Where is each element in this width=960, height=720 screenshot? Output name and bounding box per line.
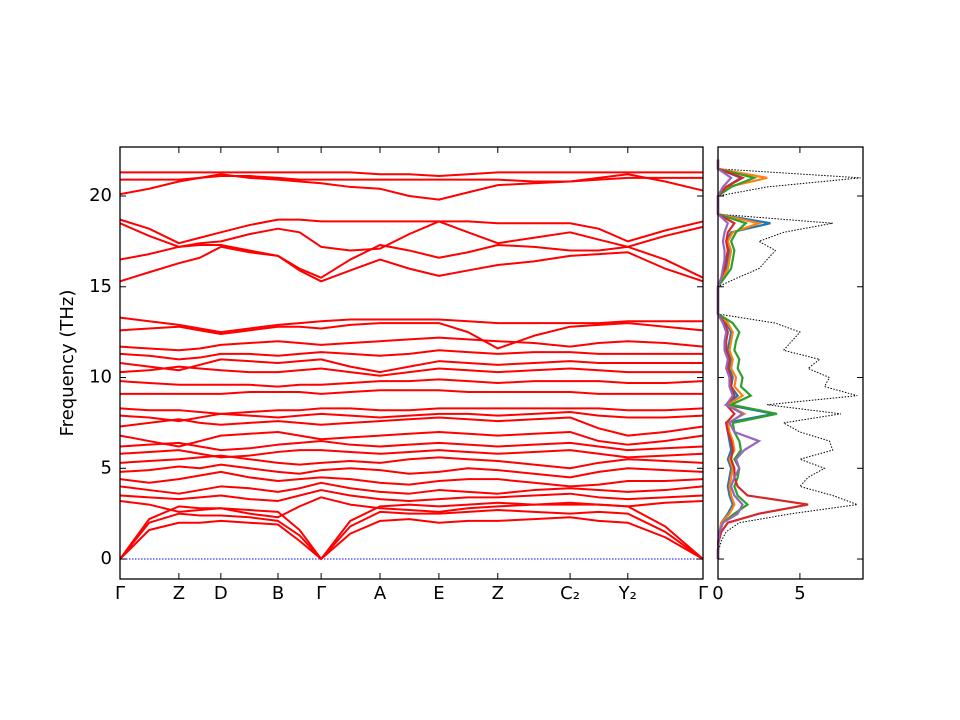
band-line bbox=[119, 496, 704, 519]
x-tick-label: Y₂ bbox=[618, 583, 637, 604]
band-line bbox=[119, 411, 704, 423]
band-line bbox=[119, 501, 704, 561]
y-tick-label: 10 bbox=[89, 367, 112, 388]
band-line bbox=[120, 175, 703, 183]
band-line bbox=[119, 365, 703, 377]
band-line bbox=[119, 449, 704, 459]
y-tick-label: 0 bbox=[101, 548, 112, 569]
band-line bbox=[119, 349, 703, 361]
band-line bbox=[119, 220, 704, 252]
band-line bbox=[119, 463, 704, 479]
y-axis-label: Frequency (THz) bbox=[57, 290, 78, 437]
band-line bbox=[119, 358, 703, 374]
dos-line bbox=[716, 159, 809, 560]
x-tick-label: Γ bbox=[316, 583, 326, 604]
dos-x-tick-label: 0 bbox=[712, 583, 723, 604]
y-tick-label: 20 bbox=[89, 185, 112, 206]
x-tick-label: Γ bbox=[115, 583, 125, 604]
dos-frame bbox=[717, 146, 864, 580]
x-tick-label: B bbox=[272, 583, 284, 604]
dos-x-tick-label: 5 bbox=[794, 583, 805, 604]
band-line bbox=[119, 336, 704, 352]
y-tick-label: 15 bbox=[89, 276, 112, 297]
x-tick-label: A bbox=[374, 583, 387, 604]
plot-frame bbox=[119, 146, 704, 580]
x-tick-label: Γ bbox=[698, 583, 708, 604]
x-tick-label: Z bbox=[492, 583, 504, 604]
band-line bbox=[119, 378, 704, 388]
band-line bbox=[119, 245, 704, 283]
x-tick-label: C₂ bbox=[560, 583, 580, 604]
dos-line bbox=[716, 159, 768, 560]
dos-line bbox=[716, 159, 778, 560]
band-line bbox=[119, 244, 704, 279]
band-line bbox=[119, 430, 704, 448]
y-tick-label: 5 bbox=[101, 457, 112, 478]
band-line bbox=[119, 454, 704, 470]
dos-line bbox=[717, 159, 861, 560]
dos-line bbox=[716, 159, 762, 560]
dos-line bbox=[716, 159, 774, 560]
band-line bbox=[119, 440, 704, 452]
band-line bbox=[119, 516, 704, 561]
band-line bbox=[119, 489, 704, 502]
band-line bbox=[119, 407, 704, 415]
x-tick-label: D bbox=[214, 583, 228, 604]
band-line bbox=[119, 481, 704, 495]
band-line bbox=[119, 470, 704, 488]
band-line bbox=[120, 389, 703, 395]
band-line bbox=[119, 322, 704, 350]
band-line bbox=[119, 509, 704, 561]
x-tick-label: Z bbox=[173, 583, 185, 604]
band-line bbox=[119, 316, 703, 334]
band-line bbox=[120, 171, 703, 178]
band-line bbox=[119, 416, 704, 437]
band-line bbox=[119, 218, 704, 245]
x-tick-label: E bbox=[433, 583, 444, 604]
